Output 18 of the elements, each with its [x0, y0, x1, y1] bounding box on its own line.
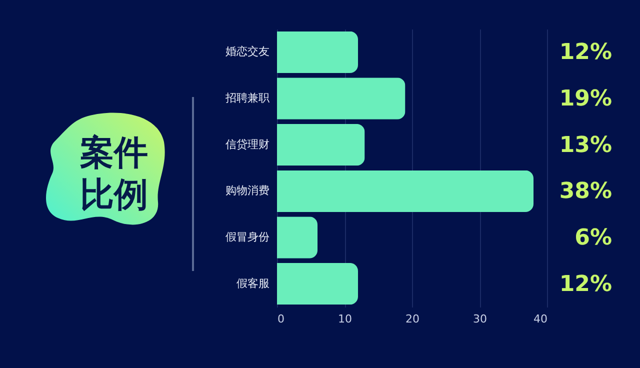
x-tick-label: 0 — [278, 312, 284, 326]
data-label: 12% — [559, 272, 612, 297]
y-tick-label: 假冒身份 — [226, 230, 270, 244]
data-label: 12% — [559, 40, 612, 66]
y-tick-label: 信贷理财 — [226, 138, 270, 151]
y-tick-label: 假客服 — [236, 276, 270, 290]
data-label: 38% — [559, 179, 612, 204]
x-tick-label: 30 — [473, 312, 487, 326]
data-label: 19% — [559, 86, 612, 112]
x-tick-label: 20 — [406, 312, 420, 326]
y-tick-label: 婚恋交友 — [226, 45, 270, 58]
y-tick-label: 购物消费 — [226, 184, 270, 198]
data-label: 6% — [574, 226, 612, 250]
x-tick-label: 40 — [534, 312, 548, 326]
text: 案件比例 — [79, 132, 149, 216]
x-tick-label: 10 — [338, 312, 352, 326]
y-tick-label: 招聘兼职 — [224, 92, 270, 104]
data-label: 13% — [559, 132, 612, 158]
